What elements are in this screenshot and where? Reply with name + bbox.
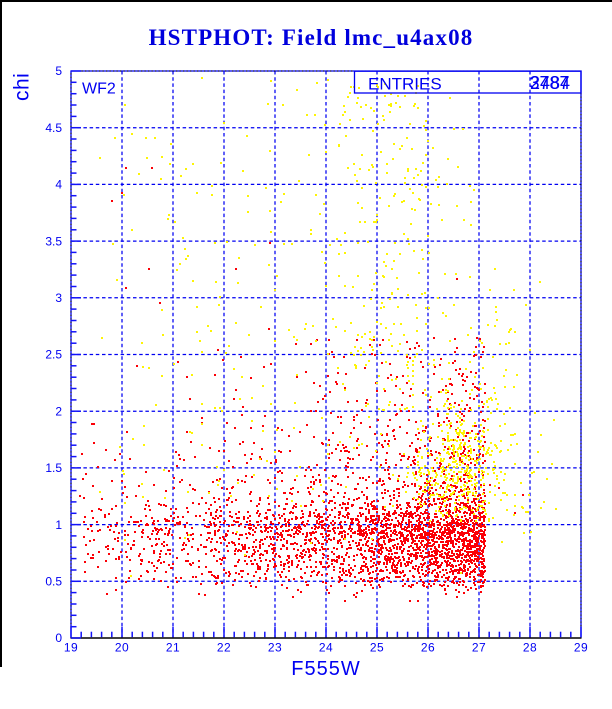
svg-text:0.5: 0.5 bbox=[45, 575, 62, 589]
svg-text:4.5: 4.5 bbox=[45, 121, 62, 135]
svg-text:20: 20 bbox=[115, 641, 129, 655]
svg-text:5: 5 bbox=[55, 64, 62, 78]
svg-text:4: 4 bbox=[55, 178, 62, 192]
svg-text:0: 0 bbox=[55, 631, 62, 645]
svg-text:2.5: 2.5 bbox=[45, 348, 62, 362]
svg-text:ENTRIES: ENTRIES bbox=[368, 75, 442, 94]
svg-text:2: 2 bbox=[55, 404, 62, 418]
svg-text:26: 26 bbox=[421, 641, 435, 655]
svg-text:2484: 2484 bbox=[530, 73, 570, 93]
svg-text:23: 23 bbox=[268, 641, 282, 655]
svg-text:25: 25 bbox=[370, 641, 384, 655]
svg-text:chi: chi bbox=[11, 73, 34, 101]
svg-text:3787: 3787 bbox=[529, 73, 569, 93]
svg-text:1: 1 bbox=[55, 518, 62, 532]
svg-text:28: 28 bbox=[523, 641, 537, 655]
svg-text:22: 22 bbox=[217, 641, 231, 655]
svg-text:HSTPHOT: Field lmc_u4ax08: HSTPHOT: Field lmc_u4ax08 bbox=[149, 25, 474, 50]
svg-text:19: 19 bbox=[64, 641, 78, 655]
svg-text:21: 21 bbox=[166, 641, 180, 655]
svg-text:F555W: F555W bbox=[291, 658, 360, 680]
svg-text:24: 24 bbox=[319, 641, 333, 655]
svg-text:3.5: 3.5 bbox=[45, 234, 62, 248]
svg-text:3: 3 bbox=[55, 291, 62, 305]
svg-text:1.5: 1.5 bbox=[45, 461, 62, 475]
svg-text:29: 29 bbox=[574, 641, 588, 655]
svg-text:WF2: WF2 bbox=[82, 81, 116, 98]
svg-text:27: 27 bbox=[472, 641, 486, 655]
